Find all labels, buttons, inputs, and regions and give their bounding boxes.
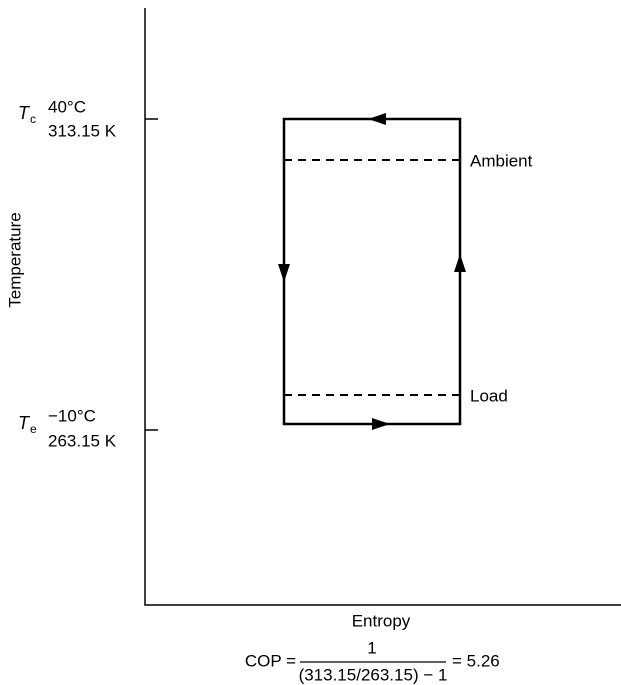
arrow bbox=[372, 418, 390, 430]
x-axis-label: Entropy bbox=[352, 611, 411, 630]
line-label: Ambient bbox=[470, 151, 533, 170]
celsius: −10°C bbox=[48, 406, 96, 425]
formula-numerator: 1 bbox=[367, 638, 376, 657]
symbol: T bbox=[18, 103, 31, 123]
subscript: c bbox=[30, 112, 36, 126]
arrow bbox=[278, 264, 290, 282]
formula-lhs: COP = bbox=[245, 651, 296, 670]
cycle bbox=[282, 117, 462, 426]
formula-denominator: (313.15/263.15) − 1 bbox=[299, 665, 448, 684]
kelvin: 263.15 K bbox=[48, 431, 117, 450]
kelvin: 313.15 K bbox=[48, 121, 117, 140]
formula-result: = 5.26 bbox=[452, 651, 500, 670]
y-axis-label: Temperature bbox=[5, 212, 24, 307]
axes bbox=[144, 8, 621, 606]
symbol: T bbox=[18, 413, 31, 433]
arrow bbox=[368, 113, 386, 125]
line-label: Load bbox=[470, 386, 508, 405]
celsius: 40°C bbox=[48, 97, 86, 116]
arrow bbox=[454, 254, 466, 272]
subscript: e bbox=[30, 422, 37, 436]
